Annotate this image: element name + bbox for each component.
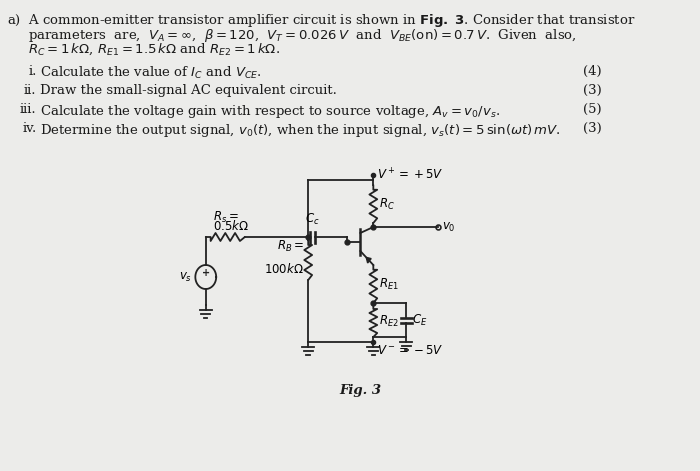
Text: parameters  are,  $V_A = \infty$,  $\beta = 120$,  $V_T = 0.026\,V$  and  $V_{BE: parameters are, $V_A = \infty$, $\beta =…	[7, 27, 577, 44]
Text: $R_C$: $R_C$	[379, 196, 394, 211]
Text: (4): (4)	[583, 65, 602, 78]
Text: $R_s =$: $R_s =$	[213, 210, 239, 225]
Text: (5): (5)	[583, 103, 602, 116]
Text: (3): (3)	[583, 122, 602, 135]
Text: Fig. 3: Fig. 3	[340, 384, 382, 397]
Text: $C_E$: $C_E$	[412, 312, 428, 327]
Text: $R_B =$: $R_B =$	[276, 239, 304, 254]
Text: $V^- = -5V$: $V^- = -5V$	[377, 344, 443, 357]
Text: ii.: ii.	[24, 84, 36, 97]
Text: $V^+ = +5V$: $V^+ = +5V$	[377, 167, 443, 183]
Text: $R_{E1}$: $R_{E1}$	[379, 276, 398, 292]
Text: $C_c$: $C_c$	[305, 212, 320, 227]
Text: +: +	[202, 268, 210, 278]
Text: $R_{E2}$: $R_{E2}$	[379, 313, 398, 329]
Text: Determine the output signal, $v_0(t)$, when the input signal, $v_s(t) = 5\,\sin(: Determine the output signal, $v_0(t)$, w…	[40, 122, 561, 139]
Text: (3): (3)	[583, 84, 602, 97]
Text: a)  A common-emitter transistor amplifier circuit is shown in $\mathbf{Fig.\ 3}$: a) A common-emitter transistor amplifier…	[7, 12, 636, 29]
Text: i.: i.	[28, 65, 36, 78]
Text: $100k\Omega$: $100k\Omega$	[264, 262, 304, 276]
Text: iii.: iii.	[20, 103, 36, 116]
Text: $v_s$: $v_s$	[178, 270, 192, 284]
Polygon shape	[366, 257, 371, 263]
Text: Calculate the voltage gain with respect to source voltage, $A_v = v_0/v_s$.: Calculate the voltage gain with respect …	[40, 103, 500, 120]
Text: iv.: iv.	[22, 122, 36, 135]
Text: Calculate the value of $I_C$ and $V_{CE}$.: Calculate the value of $I_C$ and $V_{CE}…	[40, 65, 262, 81]
Text: $R_C = 1\,k\Omega$, $R_{E1} = 1.5\,k\Omega$ and $R_{E2} = 1\,k\Omega$.: $R_C = 1\,k\Omega$, $R_{E1} = 1.5\,k\Ome…	[7, 42, 280, 57]
Text: Draw the small-signal AC equivalent circuit.: Draw the small-signal AC equivalent circ…	[40, 84, 337, 97]
Text: $0.5k\Omega$: $0.5k\Omega$	[213, 219, 248, 233]
Text: $v_0$: $v_0$	[442, 220, 456, 234]
